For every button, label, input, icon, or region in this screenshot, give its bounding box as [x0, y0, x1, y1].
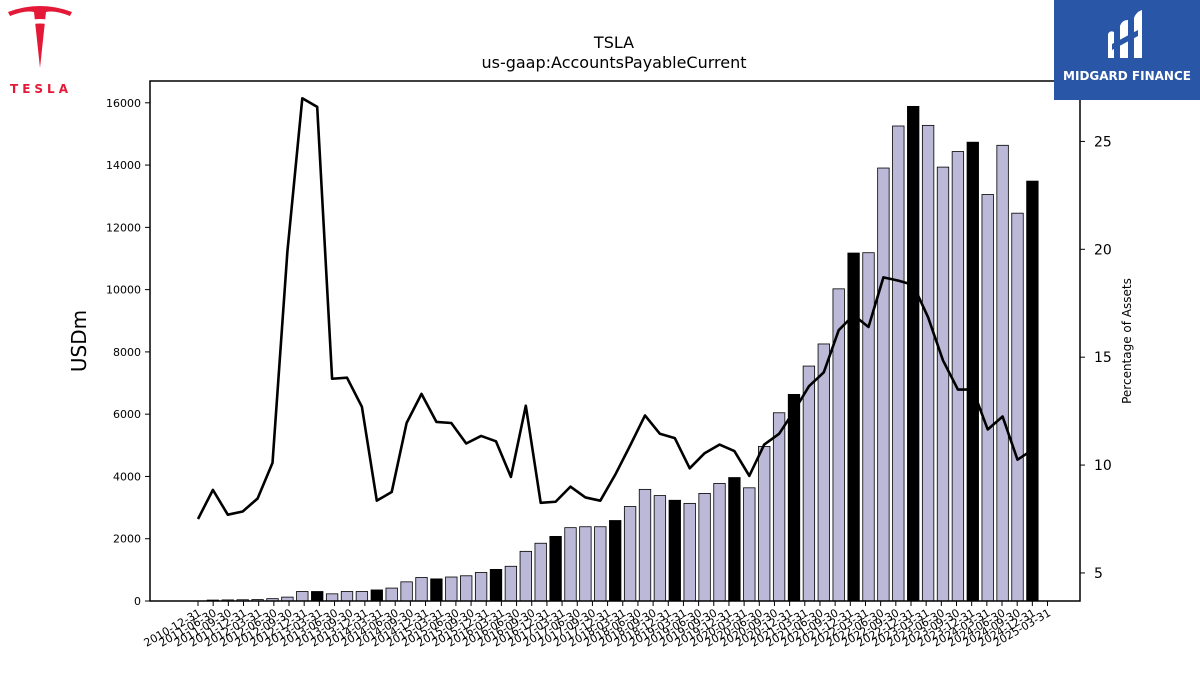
chart-subtitle: us-gaap:AccountsPayableCurrent — [481, 53, 746, 72]
bar-2023-03-31 — [921, 124, 935, 602]
y-axis-right: 5 10 15 20 25 — [1080, 134, 1112, 582]
y2-tick-label: 15 — [1094, 350, 1112, 366]
y-tick-label: 8000 — [113, 346, 141, 359]
bar-2021-06-30 — [817, 343, 830, 602]
plot-frame — [149, 80, 1081, 602]
bar-2015-12-31 — [489, 569, 503, 602]
percentage-of-assets-line — [196, 96, 1034, 520]
bar-2020-03-31 — [743, 487, 756, 602]
y-tick-label: 6000 — [113, 408, 141, 421]
bar-2013-12-31 — [370, 589, 383, 602]
bar-2016-12-31 — [549, 535, 562, 602]
y-tick-label: 12000 — [106, 221, 141, 234]
bar-2012-12-31 — [311, 591, 324, 602]
bar-2022-06-30 — [877, 167, 890, 602]
y-tick-label: 2000 — [113, 533, 141, 546]
bar-2013-03-31 — [325, 593, 339, 602]
bar-2014-06-30 — [400, 581, 413, 602]
y2-tick-label: 5 — [1094, 566, 1103, 582]
bar-2016-06-30 — [519, 550, 532, 602]
bar-2014-09-30 — [415, 577, 428, 602]
bar-2023-12-31 — [966, 141, 979, 602]
y-tick-label: 10000 — [106, 284, 141, 297]
y2-tick-label: 10 — [1094, 458, 1112, 474]
bar-2022-03-31 — [862, 252, 875, 602]
bar-2019-03-31 — [683, 502, 696, 602]
bar-2022-09-30 — [892, 125, 905, 602]
bar-2013-06-30 — [340, 591, 354, 602]
bar-2024-06-30 — [996, 144, 1009, 602]
bar-2016-03-31 — [504, 565, 518, 602]
bar-2024-09-30 — [1011, 212, 1024, 602]
bar-2018-06-30 — [638, 488, 652, 602]
y2-tick-label: 20 — [1094, 242, 1112, 258]
bar-2023-06-30 — [936, 166, 950, 602]
midgard-finance-logo-icon — [1054, 0, 1200, 100]
bar-2012-09-30 — [296, 591, 309, 602]
y-tick-label: 16000 — [106, 97, 141, 110]
bar-2019-09-30 — [713, 483, 726, 602]
bar-2018-03-31 — [623, 506, 637, 602]
bar-2018-09-30 — [653, 495, 667, 602]
bar-2020-12-31 — [787, 393, 801, 602]
y2-axis-label: Percentage of Assets — [1120, 278, 1134, 404]
bar-2021-12-31 — [847, 252, 860, 602]
bar-2014-12-31 — [430, 578, 443, 602]
bar-2024-03-31 — [981, 194, 994, 602]
bar-2019-12-31 — [728, 477, 741, 602]
y2-tick-label: 25 — [1094, 134, 1112, 150]
x-axis: 2010-12-312011-06-302011-09-302011-12-31… — [142, 601, 1053, 650]
chart-title: TSLA — [593, 33, 634, 52]
bars-layer — [206, 105, 1039, 602]
bar-2017-12-31 — [609, 520, 622, 602]
bar-2017-09-30 — [594, 526, 607, 602]
y-axis-left: 0 2000 4000 6000 8000 10000 12000 14000 16000 — [106, 97, 150, 608]
bar-2021-09-30 — [832, 288, 845, 602]
y-tick-label: 14000 — [106, 159, 141, 172]
midgard-finance-wordmark: MIDGARD FINANCE — [1063, 69, 1191, 83]
bar-2014-03-31 — [385, 587, 398, 602]
line-layer — [196, 96, 1034, 520]
bar-2015-06-30 — [460, 575, 473, 602]
tesla-logo-icon — [8, 6, 72, 68]
tesla-wordmark: TESLA — [10, 82, 72, 96]
bar-2023-09-30 — [951, 151, 965, 602]
bar-2017-06-30 — [579, 526, 592, 602]
bar-2020-09-30 — [772, 412, 786, 602]
bar-2017-03-31 — [564, 527, 577, 602]
y-tick-label: 4000 — [113, 470, 141, 483]
bar-2024-12-31 — [1026, 180, 1039, 602]
bar-2022-12-31 — [907, 105, 920, 602]
y-axis-label: USDm — [67, 310, 91, 372]
bar-2020-06-30 — [758, 445, 771, 602]
y-tick-label: 0 — [134, 595, 141, 608]
bar-2021-03-31 — [802, 365, 816, 602]
bar-2016-09-30 — [534, 542, 547, 602]
bar-2015-09-30 — [474, 572, 488, 602]
bar-2018-12-31 — [668, 499, 681, 602]
bar-2019-06-30 — [698, 493, 711, 602]
bar-2013-09-30 — [355, 591, 369, 602]
bar-2015-03-31 — [445, 576, 458, 602]
